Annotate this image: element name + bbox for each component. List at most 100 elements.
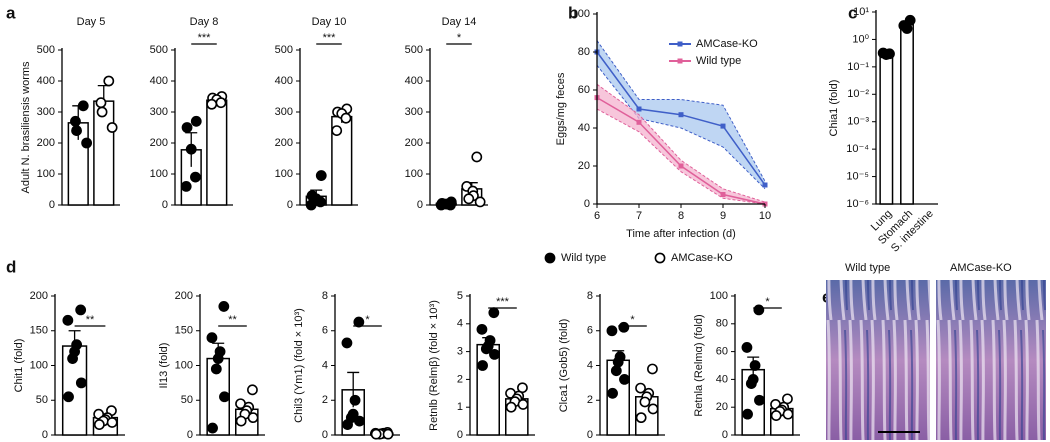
y-tick-label: 60 (716, 346, 728, 358)
bar (900, 23, 914, 205)
data-point (190, 171, 201, 183)
data-point (635, 382, 646, 394)
histology-texture (936, 280, 1046, 440)
panel-letter: c (848, 3, 857, 22)
y-axis-label: Retnla (Relmα) (fold) (693, 314, 705, 416)
y-tick-label: 20 (716, 401, 728, 413)
y-tick-label: 150 (30, 325, 48, 337)
data-point (610, 365, 622, 377)
y-tick-label: 400 (275, 75, 293, 87)
data-point (505, 401, 517, 413)
y-tick-label: 4 (322, 359, 328, 371)
data-point (770, 410, 782, 421)
data-point (619, 373, 630, 385)
data-point (81, 137, 93, 149)
data-point (488, 307, 500, 319)
series-marker (678, 163, 684, 169)
data-point (370, 428, 382, 440)
series-marker (678, 112, 684, 118)
data-point (207, 422, 218, 434)
y-tick-label: 100 (150, 168, 168, 180)
significance-label: ** (228, 314, 237, 326)
y-tick-label: 100 (37, 168, 55, 180)
y-tick-label: 10⁻⁵ (846, 170, 869, 182)
data-point (474, 196, 486, 208)
y-tick-label: 100 (405, 168, 423, 180)
significance-label: ** (86, 314, 95, 326)
data-point (639, 396, 651, 408)
series-marker (720, 123, 726, 129)
data-point (218, 301, 230, 312)
y-tick-label: 300 (37, 106, 55, 118)
band-edge (596, 64, 766, 190)
series-marker (636, 119, 642, 125)
data-point (77, 100, 89, 112)
y-tick-label: 40 (716, 373, 728, 385)
x-tick-label: 10 (759, 210, 771, 222)
data-point (476, 323, 488, 335)
x-tick-label: 8 (678, 210, 684, 222)
data-point (247, 384, 258, 396)
y-tick-label: 10⁻⁴ (846, 143, 869, 155)
y-tick-label: 4 (587, 359, 593, 371)
significance-label: *** (198, 32, 212, 44)
y-tick-label: 100 (572, 8, 590, 20)
y-tick-label: 0 (417, 199, 423, 211)
y-tick-label: 500 (150, 44, 168, 56)
data-point (342, 419, 353, 430)
data-point (647, 363, 658, 375)
y-tick-label: 0 (584, 198, 590, 210)
data-point (247, 412, 259, 424)
y-tick-label: 80 (578, 46, 590, 58)
panel-e: e Wild type AMCase-KO (822, 262, 1046, 440)
y-tick-label: 5 (457, 290, 463, 302)
y-tick-label: 0 (722, 429, 728, 441)
y-tick-label: 300 (275, 106, 293, 118)
significance-label: * (457, 32, 462, 44)
series-marker (720, 192, 726, 197)
data-point (215, 97, 227, 109)
data-point (435, 199, 447, 211)
y-tick-label: 150 (175, 325, 193, 337)
data-point (635, 412, 647, 424)
data-point (212, 353, 224, 364)
data-point (181, 122, 193, 133)
y-tick-label: 50 (181, 394, 193, 406)
x-tick-label: 6 (594, 210, 600, 222)
y-tick-label: 0 (457, 429, 463, 441)
y-axis-label: Chil3 (Ym1) (fold × 10³) (293, 308, 305, 423)
y-tick-label: 6 (322, 325, 328, 337)
series-marker (762, 182, 768, 188)
data-point (382, 428, 394, 440)
legend-label: Wild type (561, 252, 606, 264)
bar (206, 99, 228, 206)
y-tick-label: 300 (405, 106, 423, 118)
y-tick-label: 50 (36, 394, 48, 406)
data-point (741, 342, 753, 353)
subplot-title: Day 10 (312, 16, 347, 28)
legend-label: Wild type (696, 55, 741, 67)
data-point (471, 151, 483, 163)
data-point (463, 193, 475, 205)
data-point (75, 304, 87, 316)
y-tick-label: 0 (42, 429, 48, 441)
data-point (489, 348, 500, 360)
y-tick-label: 200 (405, 137, 423, 149)
y-tick-label: 400 (150, 75, 168, 87)
data-point (315, 196, 326, 208)
y-tick-label: 2 (587, 394, 593, 406)
data-point (341, 337, 353, 349)
panel-letter: a (6, 3, 16, 22)
legend-marker (654, 252, 666, 264)
data-point (606, 325, 618, 337)
y-tick-label: 300 (150, 106, 168, 118)
data-point (349, 394, 361, 406)
y-tick-label: 1 (457, 401, 463, 413)
data-point (898, 20, 910, 31)
y-tick-label: 2 (457, 373, 463, 385)
y-axis-label: Il13 (fold) (158, 343, 170, 389)
y-tick-label: 100 (710, 290, 728, 302)
subplot-title: Day 8 (190, 16, 219, 28)
data-point (477, 360, 488, 371)
data-point (95, 97, 107, 109)
